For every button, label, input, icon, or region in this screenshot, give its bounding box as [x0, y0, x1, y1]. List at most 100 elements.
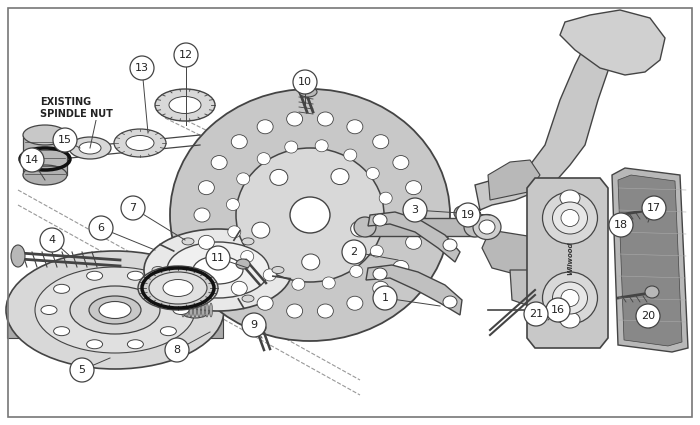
Ellipse shape — [228, 226, 241, 238]
Ellipse shape — [257, 296, 273, 310]
Ellipse shape — [473, 215, 501, 240]
Ellipse shape — [99, 301, 131, 318]
Ellipse shape — [317, 304, 333, 318]
Ellipse shape — [290, 197, 330, 233]
Ellipse shape — [182, 295, 194, 302]
Ellipse shape — [231, 135, 247, 149]
Ellipse shape — [186, 303, 188, 317]
Ellipse shape — [155, 89, 215, 121]
Circle shape — [609, 213, 633, 237]
Circle shape — [293, 70, 317, 94]
Ellipse shape — [127, 340, 144, 349]
Ellipse shape — [393, 261, 409, 275]
Polygon shape — [527, 178, 608, 348]
Ellipse shape — [561, 210, 579, 227]
Ellipse shape — [366, 167, 379, 179]
Ellipse shape — [190, 303, 193, 317]
Ellipse shape — [209, 303, 213, 317]
Ellipse shape — [79, 142, 101, 154]
Text: 16: 16 — [551, 305, 565, 315]
Ellipse shape — [236, 148, 384, 282]
Ellipse shape — [379, 192, 392, 204]
Text: 14: 14 — [25, 155, 39, 165]
Ellipse shape — [194, 208, 210, 222]
Ellipse shape — [560, 190, 580, 206]
Ellipse shape — [149, 272, 207, 304]
Ellipse shape — [87, 271, 103, 280]
Text: 8: 8 — [174, 345, 181, 355]
Circle shape — [174, 43, 198, 67]
Polygon shape — [560, 10, 665, 75]
Polygon shape — [23, 135, 67, 175]
Ellipse shape — [347, 296, 363, 310]
Ellipse shape — [331, 169, 349, 184]
Ellipse shape — [231, 281, 247, 295]
Ellipse shape — [181, 303, 185, 317]
Text: 2: 2 — [351, 247, 358, 257]
Ellipse shape — [114, 129, 166, 157]
Circle shape — [642, 196, 666, 220]
Circle shape — [121, 196, 145, 220]
Circle shape — [165, 338, 189, 362]
Ellipse shape — [197, 303, 200, 317]
Ellipse shape — [252, 222, 270, 238]
Text: 18: 18 — [614, 220, 628, 230]
Ellipse shape — [393, 156, 409, 170]
Text: 5: 5 — [78, 365, 85, 375]
Polygon shape — [488, 160, 540, 200]
Ellipse shape — [173, 306, 189, 314]
Ellipse shape — [193, 256, 243, 284]
Ellipse shape — [170, 89, 450, 341]
Ellipse shape — [23, 125, 67, 145]
Text: 7: 7 — [130, 203, 136, 213]
Text: 21: 21 — [529, 309, 543, 319]
Ellipse shape — [198, 235, 214, 249]
Polygon shape — [366, 265, 462, 315]
Polygon shape — [365, 218, 475, 236]
Ellipse shape — [542, 272, 598, 324]
Ellipse shape — [138, 266, 218, 310]
Ellipse shape — [302, 254, 320, 270]
Ellipse shape — [257, 120, 273, 134]
Ellipse shape — [152, 266, 164, 274]
Ellipse shape — [257, 153, 270, 164]
Ellipse shape — [370, 245, 384, 257]
Ellipse shape — [169, 96, 201, 113]
Ellipse shape — [11, 245, 25, 267]
Text: 3: 3 — [412, 205, 419, 215]
Ellipse shape — [263, 269, 276, 281]
Circle shape — [456, 203, 480, 227]
Ellipse shape — [560, 312, 580, 328]
Text: EXISTING
SPINDLE NUT: EXISTING SPINDLE NUT — [40, 97, 113, 119]
Text: 6: 6 — [97, 223, 104, 233]
Circle shape — [206, 246, 230, 270]
Circle shape — [636, 304, 660, 328]
Circle shape — [89, 216, 113, 240]
Ellipse shape — [372, 135, 389, 149]
Ellipse shape — [242, 295, 254, 302]
Ellipse shape — [211, 261, 227, 275]
Ellipse shape — [317, 112, 333, 126]
Circle shape — [53, 128, 77, 152]
Text: 12: 12 — [179, 50, 193, 60]
Ellipse shape — [410, 208, 426, 222]
Ellipse shape — [126, 136, 154, 150]
Ellipse shape — [645, 286, 659, 298]
Ellipse shape — [236, 259, 250, 269]
Ellipse shape — [163, 280, 193, 297]
Ellipse shape — [373, 214, 387, 226]
Circle shape — [20, 148, 44, 172]
Text: 9: 9 — [251, 320, 258, 330]
Ellipse shape — [69, 137, 111, 159]
Ellipse shape — [443, 296, 457, 308]
Ellipse shape — [35, 267, 195, 353]
Circle shape — [373, 286, 397, 310]
Polygon shape — [7, 300, 223, 338]
Ellipse shape — [6, 251, 224, 369]
Ellipse shape — [160, 284, 176, 293]
Text: 20: 20 — [641, 311, 655, 321]
Ellipse shape — [54, 327, 69, 336]
Text: 13: 13 — [135, 63, 149, 73]
Ellipse shape — [542, 192, 598, 244]
Text: 11: 11 — [211, 253, 225, 263]
